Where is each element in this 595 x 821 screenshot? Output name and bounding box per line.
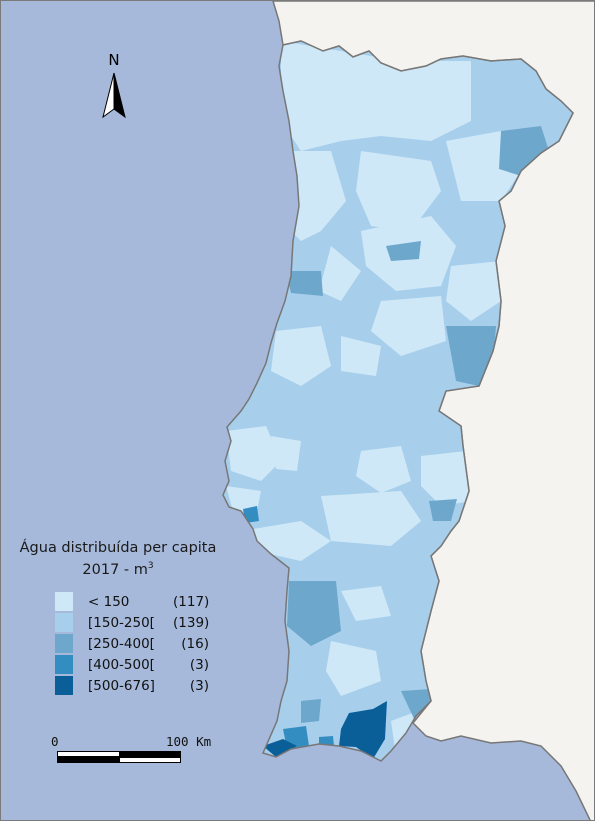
north-label: N: [108, 51, 120, 69]
legend-item: [500-676] (3): [55, 676, 255, 697]
legend-label: [250-400[: [88, 636, 155, 652]
north-arrow: N: [97, 51, 131, 121]
legend: < 150 (117) [150-250[ (139) [250-400[ (1…: [55, 592, 255, 697]
legend-item: < 150 (117): [55, 592, 255, 613]
scale-segment-lower-right: [119, 757, 181, 763]
legend-label: [150-250[: [88, 615, 155, 631]
legend-swatch: [55, 634, 73, 653]
legend-count: (139): [173, 615, 210, 631]
legend-swatch: [55, 676, 73, 695]
legend-item: [250-400[ (16): [55, 634, 255, 655]
portugal-municipalities: [222, 40, 574, 762]
legend-title-line2: 2017 - m3: [9, 557, 227, 579]
legend-item: [150-250[ (139): [55, 613, 255, 634]
legend-swatch: [55, 613, 73, 632]
scale-segment-upper-right: [119, 751, 181, 757]
legend-item: [400-500[ (3): [55, 655, 255, 676]
scale-bar: [57, 751, 181, 763]
scale-start-label: 0: [51, 734, 59, 749]
scale-end-label: 100 Km: [166, 734, 212, 749]
legend-count: (16): [181, 636, 209, 652]
legend-count: (117): [173, 594, 210, 610]
legend-title-line2-text: 2017 - m: [82, 561, 148, 578]
scale-segment-lower-left: [57, 757, 121, 763]
legend-count: (3): [189, 678, 209, 694]
legend-label: [400-500[: [88, 657, 155, 673]
legend-title: Água distribuída per capita 2017 - m3: [9, 539, 227, 579]
legend-label: [500-676]: [88, 678, 155, 694]
legend-title-unit-sup: 3: [147, 561, 154, 571]
scale-labels: 0 100 Km: [51, 734, 241, 752]
legend-swatch: [55, 592, 73, 611]
legend-swatch: [55, 655, 73, 674]
legend-count: (3): [189, 657, 209, 673]
north-arrow-icon: [102, 72, 126, 119]
legend-title-line1: Água distribuída per capita: [19, 540, 217, 556]
legend-label: < 150: [88, 594, 130, 610]
